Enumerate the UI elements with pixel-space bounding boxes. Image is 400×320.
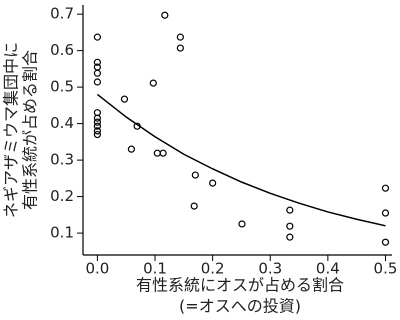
point [190, 202, 198, 210]
point [209, 179, 217, 187]
point [176, 33, 184, 41]
point [93, 33, 102, 41]
point [120, 95, 129, 103]
y-tick-label: 0.6 [50, 41, 74, 59]
y-tick-label: 0.2 [50, 187, 74, 205]
point [161, 11, 169, 19]
point [153, 149, 161, 157]
point [93, 118, 102, 126]
x-label: 有性系統にオスが占める割合 [136, 276, 344, 295]
x-tick-label: 0.0 [85, 260, 109, 278]
y-label: ネギアザミウマ集団中に [2, 42, 21, 218]
y-tick-label: 0.4 [50, 114, 74, 132]
point [93, 114, 102, 122]
x-tick-label: 0.2 [201, 260, 225, 278]
point [381, 209, 390, 217]
y-tick-label: 0.1 [50, 224, 74, 242]
x-tick-label: 0.5 [374, 260, 398, 278]
point [191, 171, 199, 179]
fit-line [96, 93, 386, 227]
y-tick-label: 0.3 [50, 151, 74, 169]
point [93, 122, 102, 130]
point [176, 44, 184, 52]
point [149, 79, 157, 87]
x-tick-label: 0.4 [316, 260, 340, 278]
x-tick-label: 0.1 [143, 260, 167, 278]
x-label: (=オスへの投資) [179, 297, 301, 316]
point [93, 69, 102, 77]
point [127, 145, 135, 153]
y-tick-label: 0.7 [50, 5, 74, 23]
point [286, 206, 294, 214]
point [381, 184, 390, 192]
point [93, 130, 102, 139]
point [93, 127, 102, 135]
point [93, 58, 102, 66]
y-tick-label: 0.5 [50, 78, 74, 96]
point [286, 222, 294, 230]
point [159, 149, 167, 157]
y-label: 有性系統が占める割合 [21, 50, 40, 210]
point [381, 238, 390, 246]
point [93, 78, 102, 86]
x-tick-label: 0.3 [258, 260, 282, 278]
point [238, 220, 246, 228]
point [286, 233, 294, 241]
